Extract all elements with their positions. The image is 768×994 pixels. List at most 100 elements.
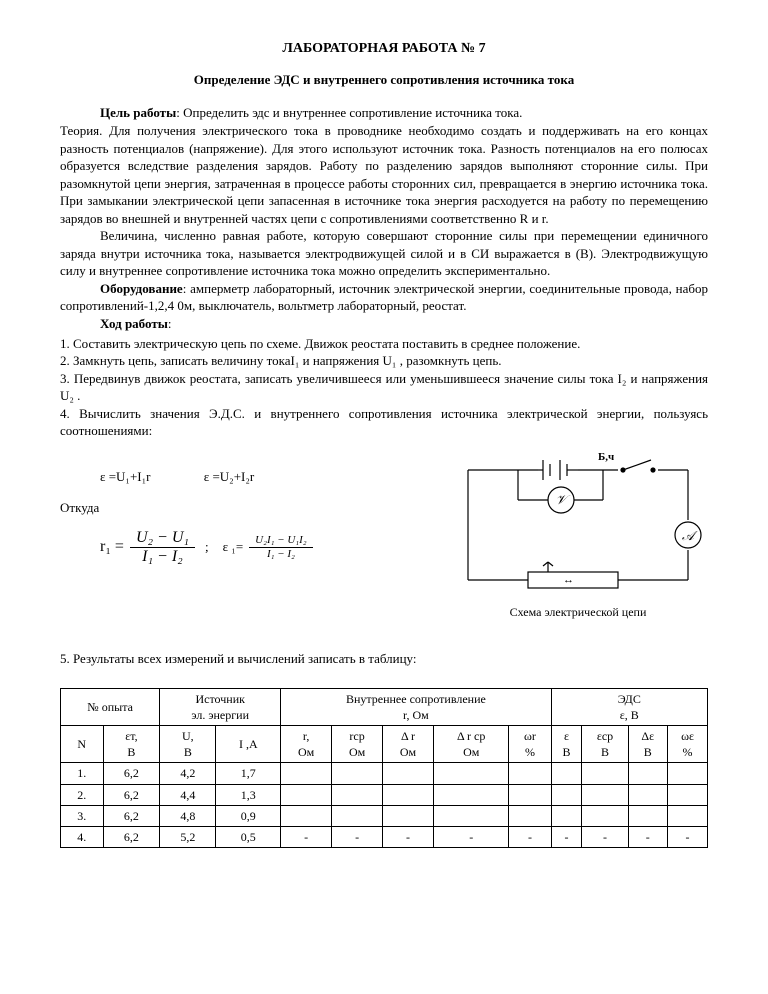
th-wr: ωr% <box>509 725 551 762</box>
table-cell <box>582 805 628 826</box>
th-emf: ЭДСε, В <box>551 688 707 725</box>
table-cell: - <box>582 826 628 847</box>
table-cell: - <box>668 826 708 847</box>
table-cell <box>628 784 668 805</box>
fraction-1: U₂ − U₁ I₁ − I₂ <box>130 529 195 565</box>
circuit-diagram-column: 𝒱 𝒜 Б,ч ↔ Схема электрической цепи <box>448 450 708 620</box>
step-1: 1. Составить электрическую цепь по схеме… <box>60 335 708 353</box>
table-cell: - <box>509 826 551 847</box>
th-deps: ΔεВ <box>628 725 668 762</box>
table-cell: - <box>551 826 582 847</box>
table-cell <box>332 784 383 805</box>
th-resistance: Внутреннее сопротивлениеr, Ом <box>281 688 551 725</box>
th-exp-no: № опыта <box>61 688 160 725</box>
table-cell: 4,4 <box>160 784 216 805</box>
th-dr: Δ rОм <box>383 725 434 762</box>
table-cell: 6,2 <box>103 784 160 805</box>
formula-1: ε =U₁+I₁r <box>100 468 150 486</box>
th-epscp: εсрВ <box>582 725 628 762</box>
table-row: 2.6,24,41,3 <box>61 784 708 805</box>
fraction-2: U₂I₁ − U₁I₂ I₁ − I₂ <box>249 534 312 559</box>
th-drcp: Δ r срОм <box>434 725 509 762</box>
table-cell <box>551 805 582 826</box>
frac2-den: I₁ − I₂ <box>261 548 301 560</box>
table-cell <box>383 784 434 805</box>
procedure-heading: Ход работы: <box>60 315 708 333</box>
th-rcp: rсрОм <box>332 725 383 762</box>
where-label: Откуда <box>60 499 428 517</box>
table-cell: 1. <box>61 763 104 784</box>
lab-title: ЛАБОРАТОРНАЯ РАБОТА № 7 <box>60 40 708 59</box>
table-cell: 4. <box>61 826 104 847</box>
formula-2: ε =U₂+I₂r <box>204 468 254 486</box>
goal-paragraph: Цель работы: Определить эдс и внутреннее… <box>60 104 708 122</box>
table-row: 3.6,24,80,9 <box>61 805 708 826</box>
th-N: N <box>61 725 104 762</box>
lab-subtitle: Определение ЭДС и внутреннего сопротивле… <box>60 71 708 89</box>
circuit-diagram: 𝒱 𝒜 Б,ч ↔ <box>448 450 708 600</box>
table-cell <box>668 805 708 826</box>
r1-label: r₁ = <box>100 536 124 558</box>
table-cell <box>332 763 383 784</box>
table-cell <box>509 763 551 784</box>
svg-text:𝒱: 𝒱 <box>556 492 571 507</box>
table-cell: 0,9 <box>216 805 281 826</box>
semicolon: ; <box>205 538 209 556</box>
table-cell <box>281 763 332 784</box>
th-source: Источникэл. энергии <box>160 688 281 725</box>
equipment-label: Оборудование <box>100 281 183 296</box>
formula-row-1: ε =U₁+I₁r ε =U₂+I₂r <box>100 468 428 486</box>
table-cell: 4,2 <box>160 763 216 784</box>
table-cell <box>434 763 509 784</box>
frac2-num: U₂I₁ − U₁I₂ <box>249 534 312 546</box>
th-U: U,В <box>160 725 216 762</box>
table-cell: 1,7 <box>216 763 281 784</box>
theory-paragraph-2: Величина, численно равная работе, котору… <box>60 227 708 280</box>
table-cell: 6,2 <box>103 826 160 847</box>
table-cell <box>383 805 434 826</box>
table-cell <box>628 763 668 784</box>
table-body: 1.6,24,21,72.6,24,41,33.6,24,80,94.6,25,… <box>61 763 708 848</box>
table-cell <box>628 805 668 826</box>
table-cell <box>281 805 332 826</box>
step-3: 3. Передвинув движок реостата, записать … <box>60 370 708 405</box>
svg-text:↔: ↔ <box>563 574 574 586</box>
table-cell: - <box>281 826 332 847</box>
frac1-den: I₁ − I₂ <box>136 548 189 566</box>
step-4: 4. Вычислить значения Э.Д.С. и внутренне… <box>60 405 708 440</box>
table-cell <box>582 784 628 805</box>
table-cell: 5,2 <box>160 826 216 847</box>
table-row: 4.6,25,20,5--------- <box>61 826 708 847</box>
svg-text:𝒜: 𝒜 <box>682 528 698 543</box>
diagram-caption: Схема электрической цепи <box>448 604 708 620</box>
table-cell: 3. <box>61 805 104 826</box>
table-row: 1.6,24,21,7 <box>61 763 708 784</box>
table-cell <box>383 763 434 784</box>
table-cell: - <box>628 826 668 847</box>
table-cell: 6,2 <box>103 805 160 826</box>
table-cell <box>332 805 383 826</box>
equipment-paragraph: Оборудование: амперметр лабораторный, ис… <box>60 280 708 315</box>
table-cell: 4,8 <box>160 805 216 826</box>
formula-and-diagram: ε =U₁+I₁r ε =U₂+I₂r Откуда r₁ = U₂ − U₁ … <box>60 450 708 620</box>
table-cell: - <box>383 826 434 847</box>
goal-label: Цель работы <box>100 105 176 120</box>
table-cell <box>509 805 551 826</box>
theory-paragraph: Теория. Для получения электрического ток… <box>60 122 708 227</box>
eps-label: ε ₁= <box>223 538 244 556</box>
table-cell <box>551 784 582 805</box>
table-cell <box>668 763 708 784</box>
table-cell: 1,3 <box>216 784 281 805</box>
table-cell <box>509 784 551 805</box>
formula-column: ε =U₁+I₁r ε =U₂+I₂r Откуда r₁ = U₂ − U₁ … <box>60 450 428 577</box>
table-cell <box>668 784 708 805</box>
table-cell: 6,2 <box>103 763 160 784</box>
table-cell <box>281 784 332 805</box>
th-we: ωε% <box>668 725 708 762</box>
th-I: I ,A <box>216 725 281 762</box>
table-cell <box>434 805 509 826</box>
goal-text: : Определить эдс и внутреннее сопротивле… <box>176 105 522 120</box>
table-cell: - <box>434 826 509 847</box>
table-cell <box>582 763 628 784</box>
procedure-label: Ход работы <box>100 316 168 331</box>
